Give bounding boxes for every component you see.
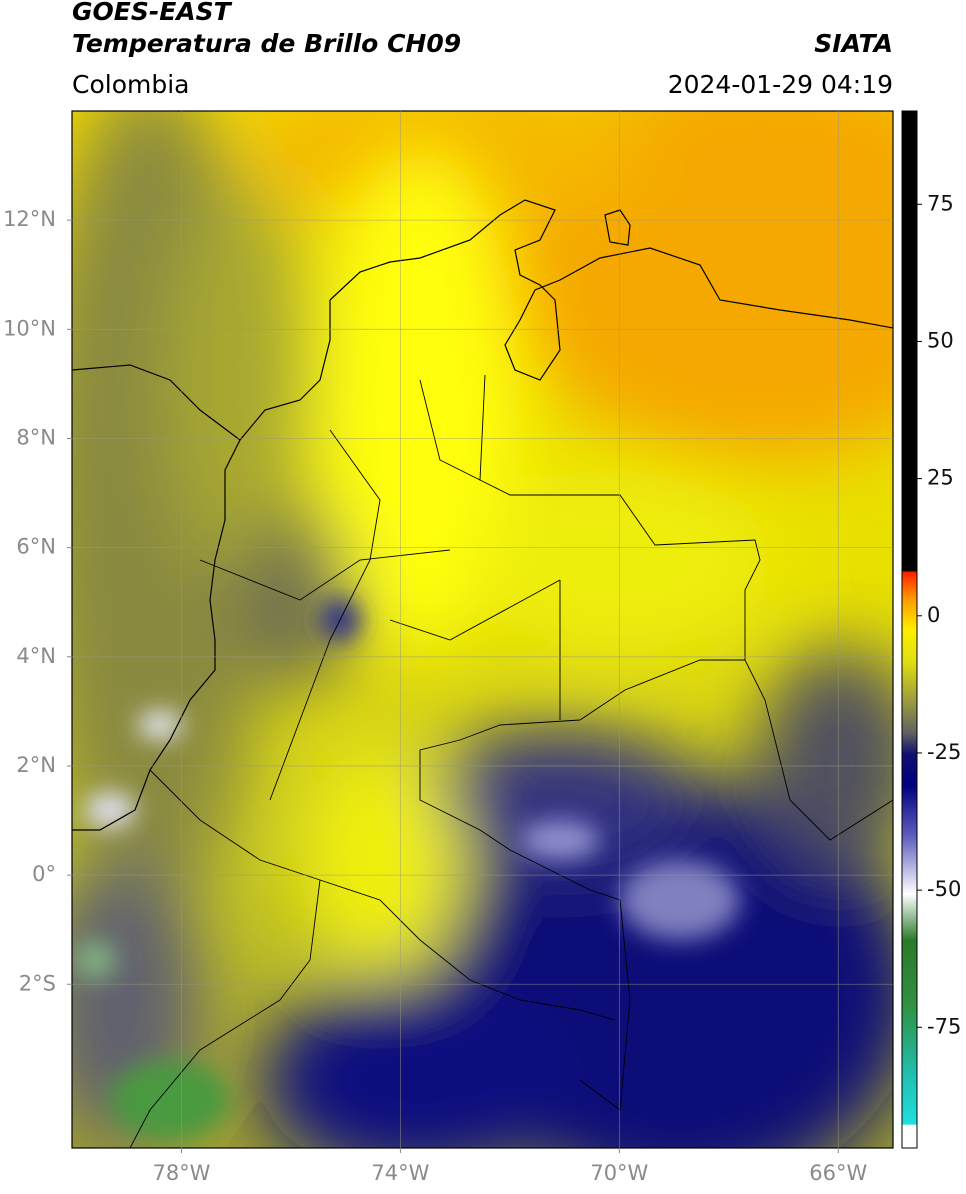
y-tick-label: 2°N — [16, 753, 56, 777]
colorbar-tick-label: 0 — [927, 603, 940, 627]
colorbar-tick-label: -75 — [927, 1014, 961, 1038]
colorbar-tick-label: 50 — [927, 328, 954, 352]
colorbar — [901, 110, 918, 1149]
x-tick-label: 74°W — [371, 1161, 429, 1185]
colorbar-tick-label: -50 — [927, 877, 961, 901]
x-tick-label: 70°W — [590, 1161, 648, 1185]
y-tick-label: 10°N — [3, 316, 56, 340]
y-tick-label: 6°N — [16, 535, 56, 559]
colorbar-tick-label: 25 — [927, 466, 954, 490]
x-tick-label: 66°W — [809, 1161, 867, 1185]
y-tick-label: 0° — [32, 862, 56, 886]
satellite-image — [72, 111, 893, 1148]
x-tick-label: 78°W — [152, 1161, 210, 1185]
title: GOES-EAST — [72, 0, 233, 26]
region: Colombia — [72, 70, 189, 99]
source: SIATA — [814, 29, 893, 58]
y-tick-label: 2°S — [19, 971, 56, 995]
y-tick-label: 4°N — [16, 644, 56, 668]
datetime: 2024-01-29 04:19 — [668, 70, 893, 99]
map-frame — [71, 110, 894, 1149]
colorbar-tick-label: 75 — [927, 191, 954, 215]
y-tick-label: 8°N — [16, 425, 56, 449]
y-tick-label: 12°N — [3, 207, 56, 231]
colorbar-tick-label: -25 — [927, 740, 961, 764]
subtitle: Temperatura de Brillo CH09 — [72, 29, 461, 58]
